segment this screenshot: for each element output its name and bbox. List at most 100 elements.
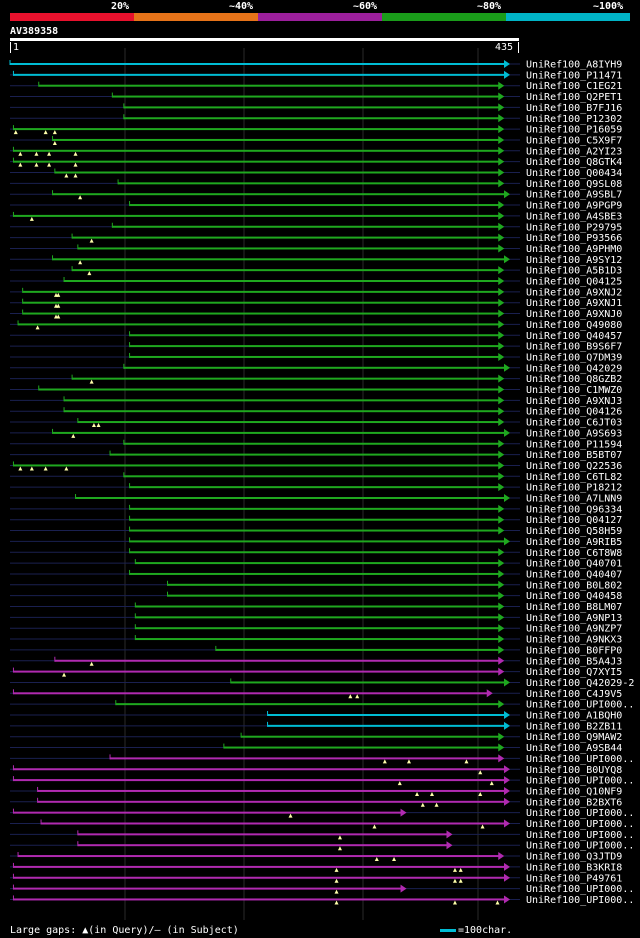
hit-bar[interactable] bbox=[54, 659, 500, 662]
hit-row[interactable]: UniRef100_Q42029-2 bbox=[10, 678, 634, 689]
hit-bar[interactable] bbox=[18, 323, 500, 326]
hit-label[interactable]: UniRef100_UPI000.. bbox=[526, 884, 634, 895]
hit-label[interactable]: UniRef100_A9XNJ3 bbox=[526, 396, 622, 407]
hit-label[interactable]: UniRef100_A2YI23 bbox=[526, 146, 622, 157]
hit-row[interactable]: UniRef100_UPI000.. bbox=[10, 700, 634, 711]
hit-bar[interactable] bbox=[13, 464, 500, 467]
hit-row[interactable]: UniRef100_A9SB44 bbox=[10, 743, 622, 754]
hit-row[interactable]: UniRef100_Q8GZB2 bbox=[10, 374, 622, 385]
hit-bar[interactable] bbox=[110, 453, 500, 456]
hit-row[interactable]: UniRef100_P93566 bbox=[10, 233, 622, 244]
hit-label[interactable]: UniRef100_UPI000.. bbox=[526, 776, 634, 787]
hit-row[interactable]: UniRef100_B8LM07 bbox=[10, 602, 622, 613]
hit-label[interactable]: UniRef100_A9XNJ2 bbox=[526, 287, 622, 298]
hit-bar[interactable] bbox=[22, 301, 500, 304]
hit-row[interactable]: UniRef100_A9XNJ1 bbox=[10, 298, 622, 309]
hit-label[interactable]: UniRef100_Q04125 bbox=[526, 277, 622, 288]
hit-row[interactable]: UniRef100_A8IYH9 bbox=[9, 60, 622, 71]
hit-label[interactable]: UniRef100_Q22536 bbox=[526, 461, 622, 472]
hit-bar[interactable] bbox=[129, 518, 500, 521]
hit-bar[interactable] bbox=[13, 214, 500, 217]
hit-label[interactable]: UniRef100_B5BT07 bbox=[526, 450, 622, 461]
hit-label[interactable]: UniRef100_B5A4J3 bbox=[526, 656, 622, 667]
hit-label[interactable]: UniRef100_A9SY12 bbox=[526, 255, 622, 266]
hit-row[interactable]: UniRef100_Q04126 bbox=[10, 407, 622, 418]
hit-row[interactable]: UniRef100_B2BXT6 bbox=[10, 797, 622, 808]
hit-bar[interactable] bbox=[129, 345, 500, 348]
hit-row[interactable]: UniRef100_Q3JTD9 bbox=[10, 852, 622, 863]
hit-label[interactable]: UniRef100_Q04126 bbox=[526, 407, 622, 418]
hit-label[interactable]: UniRef100_A5B1D3 bbox=[526, 266, 622, 277]
hit-label[interactable]: UniRef100_P49761 bbox=[526, 873, 622, 884]
hit-row[interactable]: UniRef100_Q96334 bbox=[10, 504, 622, 515]
hit-bar[interactable] bbox=[13, 670, 500, 673]
hit-row[interactable]: UniRef100_A9RIB5 bbox=[10, 537, 622, 548]
hit-row[interactable]: UniRef100_Q40407 bbox=[10, 569, 622, 580]
hit-bar[interactable] bbox=[123, 117, 500, 120]
hit-label[interactable]: UniRef100_Q40701 bbox=[526, 559, 622, 570]
hit-row[interactable]: UniRef100_B2ZB11 bbox=[10, 721, 622, 732]
hit-row[interactable]: UniRef100_A9PHM0 bbox=[10, 244, 622, 255]
hit-row[interactable]: UniRef100_Q10NF9 bbox=[10, 786, 622, 797]
hit-bar[interactable] bbox=[118, 182, 500, 185]
hit-label[interactable]: UniRef100_B0UYQ8 bbox=[526, 765, 622, 776]
hit-bar[interactable] bbox=[38, 84, 500, 87]
hit-bar[interactable] bbox=[267, 714, 505, 716]
hit-label[interactable]: UniRef100_UPI000.. bbox=[526, 754, 634, 765]
hit-bar[interactable] bbox=[75, 497, 505, 499]
hit-label[interactable]: UniRef100_B9S6F7 bbox=[526, 342, 622, 353]
hit-label[interactable]: UniRef100_Q9MAW2 bbox=[526, 732, 622, 743]
hit-bar[interactable] bbox=[52, 431, 505, 434]
hit-label[interactable]: UniRef100_B2BXT6 bbox=[526, 797, 622, 808]
hit-bar[interactable] bbox=[13, 73, 505, 76]
hit-row[interactable]: UniRef100_B0L802 bbox=[10, 580, 622, 591]
hit-row[interactable]: UniRef100_Q9SL08 bbox=[10, 179, 622, 190]
hit-bar[interactable] bbox=[167, 594, 500, 597]
hit-row[interactable]: UniRef100_Q00434 bbox=[10, 168, 622, 179]
hit-row[interactable]: UniRef100_A9NKX3 bbox=[10, 635, 622, 646]
hit-row[interactable]: UniRef100_A7LNN9 bbox=[10, 494, 622, 505]
hit-label[interactable]: UniRef100_B7FJ16 bbox=[526, 103, 622, 114]
hit-bar[interactable] bbox=[77, 844, 448, 847]
hit-bar[interactable] bbox=[52, 138, 500, 141]
hit-row[interactable]: UniRef100_UPI000.. bbox=[10, 808, 634, 819]
hit-label[interactable]: UniRef100_C1MWZ0 bbox=[526, 385, 622, 396]
hit-row[interactable]: UniRef100_B5BT07 bbox=[10, 450, 622, 461]
hit-label[interactable]: UniRef100_C6TL82 bbox=[526, 472, 622, 483]
hit-bar[interactable] bbox=[10, 63, 505, 65]
hit-bar[interactable] bbox=[54, 171, 500, 174]
hit-row[interactable]: UniRef100_A9SBL7 bbox=[10, 190, 622, 201]
hit-label[interactable]: UniRef100_P16059 bbox=[526, 125, 622, 136]
hit-row[interactable]: UniRef100_A9PGP9 bbox=[10, 201, 622, 212]
hit-label[interactable]: UniRef100_Q04127 bbox=[526, 515, 622, 526]
hit-label[interactable]: UniRef100_P11594 bbox=[526, 439, 622, 450]
hit-bar[interactable] bbox=[72, 377, 500, 380]
hit-row[interactable]: UniRef100_Q9MAW2 bbox=[10, 732, 622, 743]
hit-label[interactable]: UniRef100_P18212 bbox=[526, 483, 622, 494]
hit-row[interactable]: UniRef100_A9NZP7 bbox=[10, 624, 622, 635]
hit-row[interactable]: UniRef100_P18212 bbox=[10, 483, 622, 494]
hit-row[interactable]: UniRef100_B0FFP0 bbox=[10, 645, 622, 656]
hit-label[interactable]: UniRef100_Q40457 bbox=[526, 331, 622, 342]
hit-row[interactable]: UniRef100_Q04125 bbox=[10, 277, 622, 288]
hit-row[interactable]: UniRef100_C5X9F7 bbox=[10, 135, 622, 146]
hit-label[interactable]: UniRef100_B0FFP0 bbox=[526, 645, 622, 656]
hit-bar[interactable] bbox=[223, 746, 500, 749]
hit-bar[interactable] bbox=[38, 388, 500, 391]
hit-label[interactable]: UniRef100_B2ZB11 bbox=[526, 721, 622, 732]
hit-row[interactable]: UniRef100_A2YI23 bbox=[10, 146, 622, 157]
hit-row[interactable]: UniRef100_UPI000.. bbox=[10, 895, 634, 906]
hit-bar[interactable] bbox=[37, 800, 505, 803]
hit-label[interactable]: UniRef100_B3KRI8 bbox=[526, 862, 622, 873]
hit-bar[interactable] bbox=[123, 106, 500, 109]
hit-label[interactable]: UniRef100_Q2PET1 bbox=[526, 92, 622, 103]
hit-label[interactable]: UniRef100_UPI000.. bbox=[526, 830, 634, 841]
hit-label[interactable]: UniRef100_Q8GTK4 bbox=[526, 157, 622, 168]
hit-bar[interactable] bbox=[52, 258, 505, 261]
hit-bar[interactable] bbox=[129, 486, 500, 489]
hit-bar[interactable] bbox=[129, 507, 500, 510]
hit-label[interactable]: UniRef100_Q3JTD9 bbox=[526, 852, 622, 863]
hit-label[interactable]: UniRef100_Q40407 bbox=[526, 569, 622, 580]
hit-bar[interactable] bbox=[129, 334, 500, 337]
hit-bar[interactable] bbox=[129, 529, 500, 532]
